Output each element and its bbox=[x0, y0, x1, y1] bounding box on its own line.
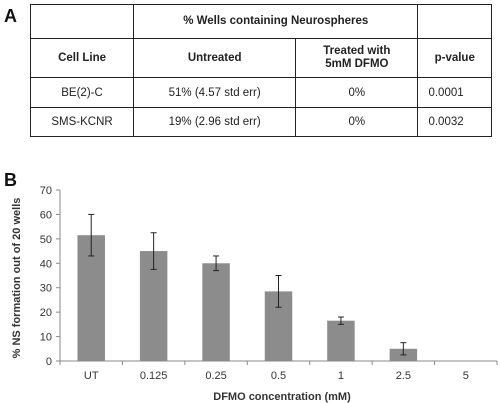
bars bbox=[77, 235, 418, 361]
p-value: 0.0032 bbox=[417, 107, 492, 137]
y-tick-label: 50 bbox=[40, 234, 52, 246]
cell-line-value: SMS-KCNR bbox=[29, 107, 135, 137]
header-treated: Treated with 5mM DFMO bbox=[295, 38, 419, 78]
error-bars bbox=[88, 213, 407, 356]
panel-a-label: A bbox=[4, 6, 17, 26]
y-axis-label: % NS formation out of 20 wells bbox=[11, 198, 23, 359]
table-empty-header-cell bbox=[417, 4, 492, 39]
y-axis: 0 10 20 30 40 50 60 70 bbox=[40, 185, 61, 368]
cell-line-value: BE(2)-C bbox=[29, 77, 135, 108]
untreated-value: 51% (4.57 std err) bbox=[133, 77, 297, 108]
p-value: 0.0001 bbox=[417, 77, 492, 108]
x-tick-label: 0.5 bbox=[271, 370, 286, 382]
table-corner-cell bbox=[29, 4, 135, 39]
header-treated-line1: Treated with bbox=[323, 45, 391, 57]
bar-chart: 0 10 20 30 40 50 60 70 UT 0.125 0.25 0.5 1 2.5 5 % NS… bbox=[11, 185, 498, 403]
bar bbox=[202, 263, 230, 361]
y-tick-label: 10 bbox=[40, 332, 52, 344]
y-tick-label: 60 bbox=[40, 209, 52, 221]
y-tick-label: 20 bbox=[40, 307, 52, 319]
panel-b-label: B bbox=[4, 170, 17, 190]
x-tick-label: 2.5 bbox=[396, 370, 411, 382]
x-tick-label: UT bbox=[84, 370, 99, 382]
y-tick-label: 30 bbox=[40, 283, 52, 295]
header-untreated: Untreated bbox=[133, 38, 297, 78]
x-tick-label: 5 bbox=[463, 370, 469, 382]
table-row: SMS-KCNR 19% (2.96 std err) 0% 0.0032 bbox=[29, 107, 492, 137]
treated-value: 0% bbox=[295, 77, 419, 108]
y-tick-label: 0 bbox=[46, 356, 52, 368]
table-row: BE(2)-C 51% (4.57 std err) 0% 0.0001 bbox=[29, 77, 492, 108]
header-group-cell: % Wells containing Neurospheres bbox=[133, 4, 419, 39]
x-tick-label: 1 bbox=[338, 370, 344, 382]
x-tick-label: 0.25 bbox=[205, 370, 226, 382]
treated-value: 0% bbox=[295, 107, 419, 137]
x-axis-label: DFMO concentration (mM) bbox=[213, 391, 351, 403]
header-cell-line: Cell Line bbox=[29, 38, 135, 78]
x-axis: UT 0.125 0.25 0.5 1 2.5 5 bbox=[59, 360, 498, 382]
untreated-value: 19% (2.96 std err) bbox=[133, 107, 297, 137]
neurosphere-table: % Wells containing Neurospheres Cell Lin… bbox=[29, 4, 492, 137]
x-tick-label: 0.125 bbox=[140, 370, 168, 382]
y-tick-label: 70 bbox=[40, 185, 52, 197]
y-tick-label: 40 bbox=[40, 258, 52, 270]
header-p-value: p-value bbox=[417, 38, 492, 78]
header-treated-line2: 5mM DFMO bbox=[325, 58, 389, 70]
bar bbox=[327, 320, 355, 361]
